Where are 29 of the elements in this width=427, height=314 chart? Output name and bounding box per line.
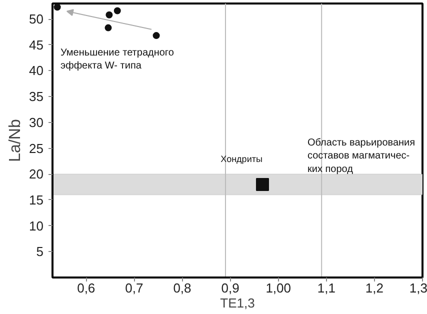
y-tick-label: 40 — [29, 63, 44, 78]
point — [104, 24, 112, 32]
y-tick-label: 5 — [36, 244, 44, 260]
y-tick-label: 45 — [29, 37, 44, 52]
x-tick-label: 0,8 — [173, 280, 192, 296]
x-tick-label: 1,3 — [409, 280, 427, 296]
annotation: Хондриты — [220, 154, 262, 164]
y-tick-label: 35 — [29, 89, 44, 104]
y-tick-label: 15 — [29, 192, 44, 208]
point — [54, 4, 61, 11]
x-axis-title: TE1,3 — [220, 296, 255, 310]
y-axis-title: La/Nb — [7, 119, 24, 162]
x-tick-label: 0,7 — [125, 280, 144, 296]
annotation: Уменьшение тетрадного эффекта W- типа — [60, 48, 174, 72]
point — [256, 178, 269, 191]
x-tick-label: 0,9 — [221, 280, 240, 296]
point — [152, 32, 160, 40]
point — [114, 7, 121, 14]
y-tick-label: 50 — [29, 12, 44, 27]
point — [106, 11, 113, 18]
x-tick-label: 1,2 — [365, 280, 384, 296]
y-tick-label: 10 — [29, 218, 44, 234]
y-tick-label: 30 — [29, 114, 44, 130]
y-tick-label: 20 — [29, 166, 44, 182]
y-tick-label: 25 — [29, 140, 44, 156]
annotation: Область варьирования составов магматичес- ких пород — [308, 138, 416, 175]
x-tick-label: 0,6 — [77, 280, 96, 296]
x-tick-label: 1,1 — [317, 280, 336, 296]
x-tick-label: 1,00 — [266, 280, 292, 296]
